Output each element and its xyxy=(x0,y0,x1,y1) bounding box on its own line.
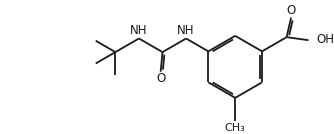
Text: O: O xyxy=(156,72,165,85)
Text: CH₃: CH₃ xyxy=(225,123,245,133)
Text: NH: NH xyxy=(130,24,147,37)
Text: NH: NH xyxy=(177,24,194,37)
Text: O: O xyxy=(287,4,296,17)
Text: OH: OH xyxy=(317,33,334,46)
